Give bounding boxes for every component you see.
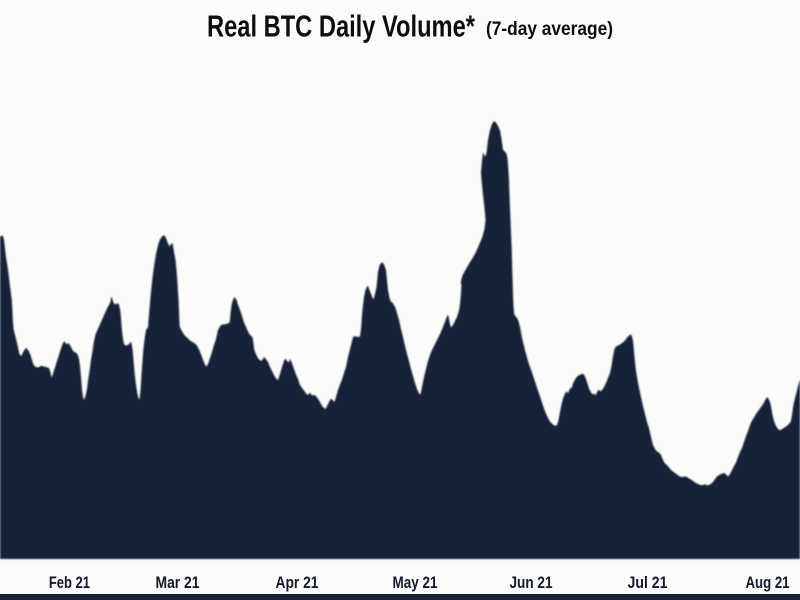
svg-text:(7-day average): (7-day average): [486, 19, 613, 40]
svg-text:Real BTC Daily Volume*: Real BTC Daily Volume*: [207, 9, 476, 44]
svg-text:Jun 21: Jun 21: [510, 573, 553, 592]
svg-text:Apr 21: Apr 21: [276, 573, 319, 592]
svg-text:May 21: May 21: [393, 573, 438, 592]
svg-text:Jul 21: Jul 21: [628, 573, 668, 592]
svg-text:Feb 21: Feb 21: [49, 573, 90, 592]
svg-text:Aug 21: Aug 21: [746, 573, 790, 592]
svg-text:Mar 21: Mar 21: [156, 573, 200, 592]
